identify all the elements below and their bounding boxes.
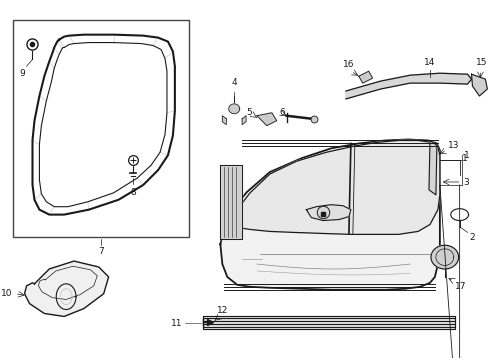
- Text: 10: 10: [1, 289, 13, 298]
- Text: 9: 9: [20, 69, 25, 78]
- Polygon shape: [222, 116, 226, 125]
- Bar: [13, 20, 189, 237]
- Text: 13: 13: [448, 141, 459, 150]
- Polygon shape: [306, 205, 351, 221]
- Polygon shape: [257, 113, 277, 126]
- Polygon shape: [242, 116, 246, 125]
- Text: 1: 1: [462, 154, 467, 163]
- Polygon shape: [24, 261, 109, 316]
- Polygon shape: [230, 140, 440, 234]
- Polygon shape: [220, 139, 440, 290]
- Text: 7: 7: [98, 247, 103, 256]
- Polygon shape: [431, 245, 459, 269]
- Text: 11: 11: [172, 319, 183, 328]
- Text: 15: 15: [476, 58, 487, 67]
- Text: 14: 14: [424, 58, 436, 67]
- Polygon shape: [471, 74, 488, 96]
- Text: 12: 12: [218, 306, 229, 315]
- Polygon shape: [229, 104, 240, 114]
- Polygon shape: [429, 140, 437, 195]
- Polygon shape: [202, 316, 455, 329]
- Text: 17: 17: [455, 282, 466, 291]
- Text: 8: 8: [130, 188, 136, 197]
- Text: 3: 3: [464, 179, 469, 188]
- Polygon shape: [346, 73, 471, 99]
- Text: 16: 16: [343, 60, 355, 69]
- Text: 6: 6: [279, 108, 285, 117]
- Text: 1: 1: [464, 151, 469, 160]
- Text: 5: 5: [246, 108, 252, 117]
- Polygon shape: [220, 165, 242, 239]
- Text: 4: 4: [231, 78, 237, 87]
- Text: 2: 2: [469, 233, 475, 242]
- Polygon shape: [359, 71, 372, 83]
